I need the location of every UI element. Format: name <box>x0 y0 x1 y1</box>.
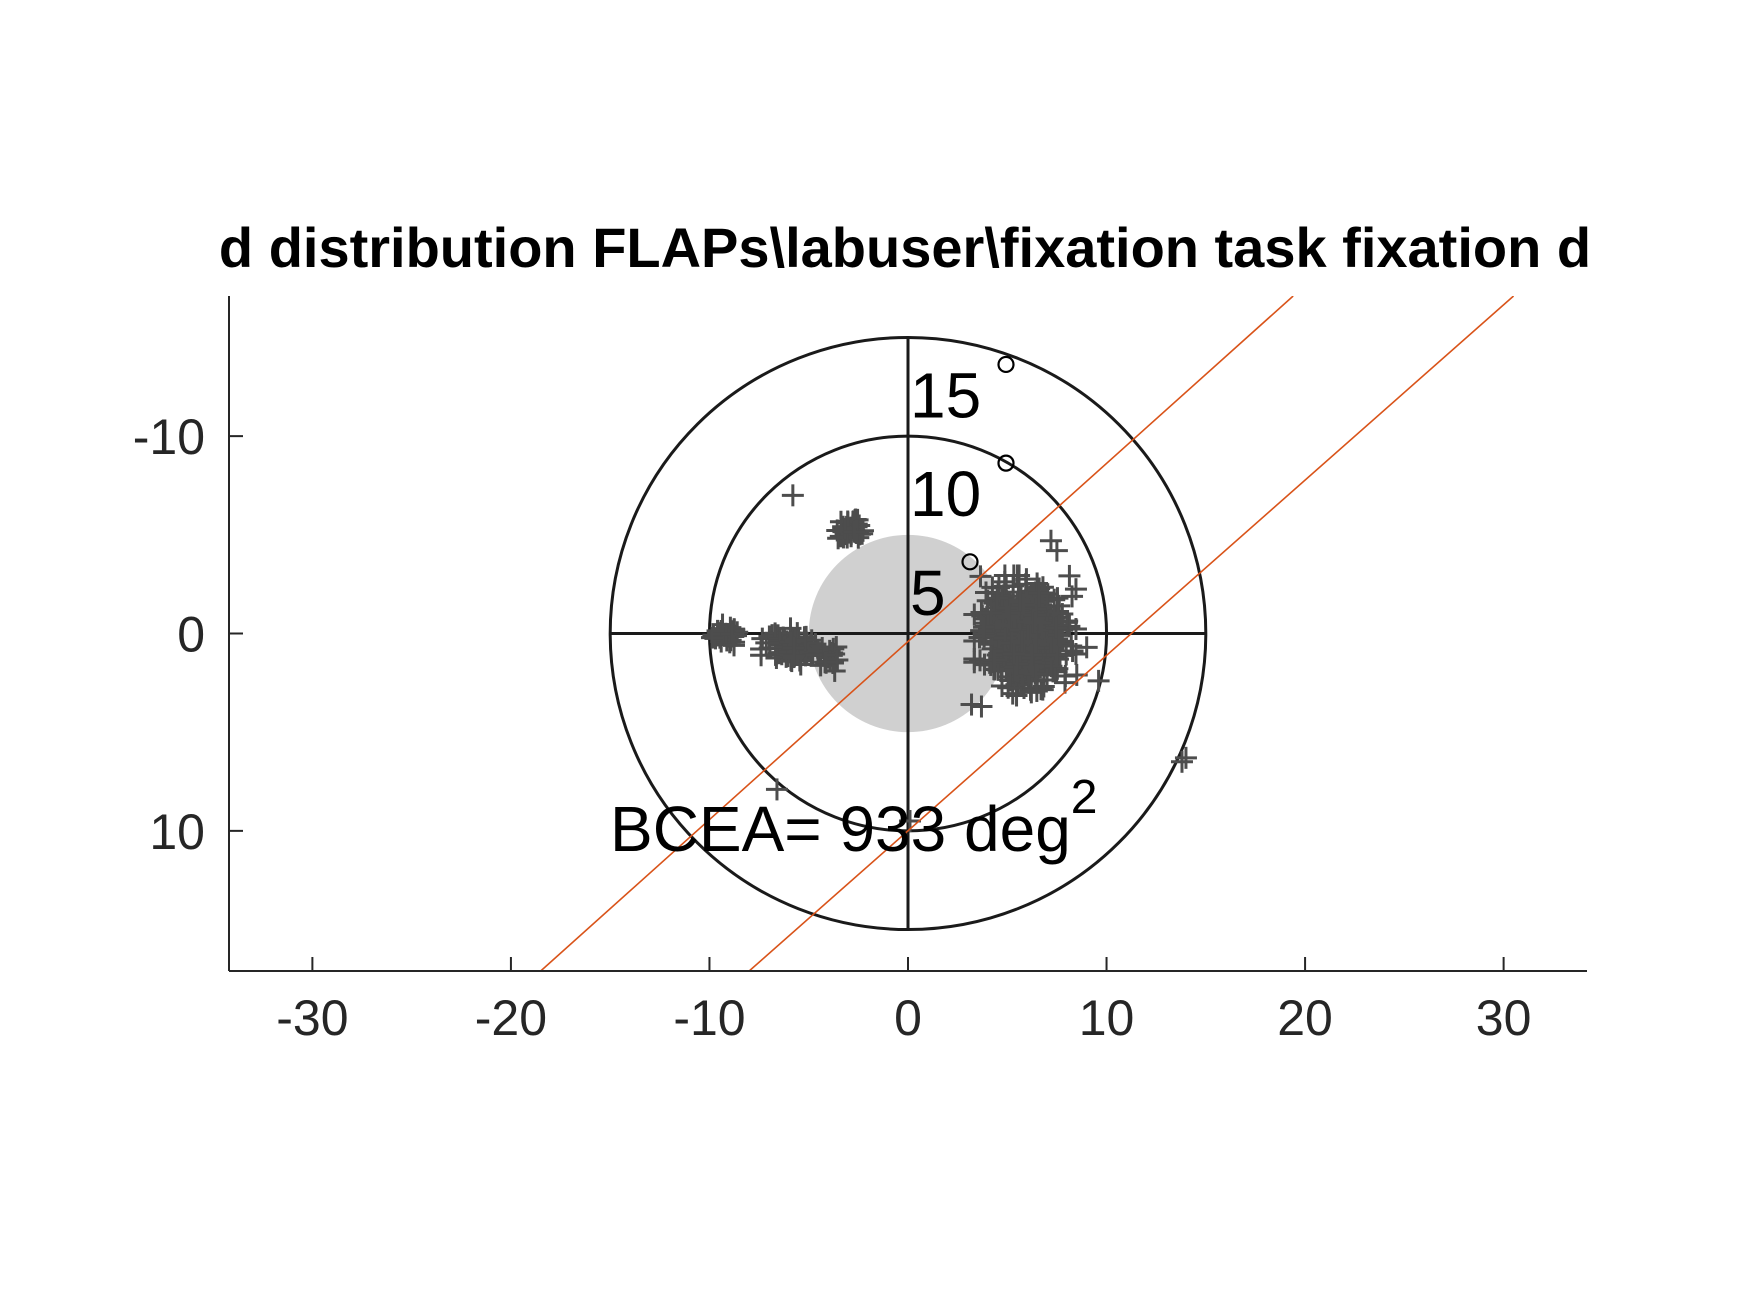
x-tick-label: 30 <box>1476 990 1532 1046</box>
fixation-point <box>1039 529 1062 552</box>
degree-symbol <box>961 553 979 571</box>
ring-label-10: 10 <box>910 458 981 530</box>
x-tick-label: 0 <box>894 990 922 1046</box>
reference-line <box>748 296 1515 971</box>
y-tick-label: 0 <box>177 607 205 663</box>
fixation-point <box>1046 644 1069 667</box>
x-tick-label: -30 <box>276 990 348 1046</box>
plot-area <box>540 296 1515 971</box>
fixation-point <box>765 778 788 801</box>
fixation-point <box>992 644 1015 667</box>
x-tick-label: -10 <box>673 990 745 1046</box>
fixation-point <box>991 585 1014 608</box>
fixation-point <box>1036 669 1059 692</box>
fixation-point <box>986 587 1009 610</box>
fixation-point <box>1045 616 1068 639</box>
fixation-point <box>1028 582 1051 605</box>
degree-symbol <box>997 454 1015 472</box>
fixation-point <box>1045 539 1068 562</box>
reference-lines <box>540 296 1515 971</box>
bcea-superscript: 2 <box>1071 771 1098 824</box>
fixation-point <box>970 695 993 718</box>
chart-title: d distribution FLAPs\labuser\fixation ta… <box>219 216 1591 279</box>
ring-label-15: 15 <box>910 359 981 431</box>
x-tick-label: 10 <box>1079 990 1135 1046</box>
fixation-point <box>1006 653 1029 676</box>
fixation-point <box>997 605 1020 628</box>
fixation-point <box>1061 585 1084 608</box>
x-tick-label: -20 <box>475 990 547 1046</box>
fixation-point <box>963 648 986 671</box>
ring-labels: 5 10 15 <box>910 355 1015 629</box>
degree-symbol <box>997 355 1015 374</box>
bcea-prefix: BCEA= 933 deg <box>610 793 1071 865</box>
fixation-point <box>1026 572 1049 595</box>
fixation-point <box>1015 568 1038 591</box>
reference-line <box>540 296 1294 971</box>
fixation-point <box>1025 679 1048 702</box>
fixation-point <box>826 649 849 672</box>
fixation-point <box>980 651 1003 674</box>
fixation-point <box>1075 636 1098 659</box>
fixation-point <box>834 517 857 540</box>
fixation-point <box>983 649 1006 672</box>
bcea-label: BCEA= 933 deg2 <box>610 771 1097 865</box>
fixation-point <box>1008 589 1031 612</box>
fixation-points <box>700 484 1197 832</box>
fixation-point <box>814 651 837 674</box>
fixation-point <box>1002 642 1025 665</box>
x-tick-label: 20 <box>1277 990 1333 1046</box>
fixation-point <box>960 693 983 716</box>
y-tick-label: -10 <box>133 409 205 465</box>
fixation-point <box>722 634 745 657</box>
fixation-point <box>1087 669 1110 692</box>
fixation-point <box>750 644 773 667</box>
fixation-point <box>1010 630 1033 653</box>
axes: -30 -20 -10 0 10 20 30 -10 0 10 <box>133 296 1587 1046</box>
fixation-point <box>1002 564 1025 587</box>
fixation-point <box>980 602 1003 625</box>
fixation-point <box>779 631 802 654</box>
ring-label-5: 5 <box>910 557 946 629</box>
fixation-point <box>997 676 1020 699</box>
fixation-point <box>995 596 1018 619</box>
fixation-point <box>1022 608 1045 631</box>
fixation-point <box>1023 611 1046 634</box>
fixation-point <box>1174 746 1197 769</box>
fixation-point <box>1058 564 1081 587</box>
fixation-point <box>1053 671 1076 694</box>
fixation-point <box>1012 593 1035 616</box>
fixation-point <box>782 646 805 669</box>
fixation-point <box>972 616 995 639</box>
y-tick-label: 10 <box>149 804 205 860</box>
fixation-point <box>843 520 866 543</box>
fixation-point <box>1170 750 1193 773</box>
fixation-point <box>700 626 723 649</box>
fixation-point <box>781 484 804 507</box>
fixation-point <box>720 623 743 646</box>
